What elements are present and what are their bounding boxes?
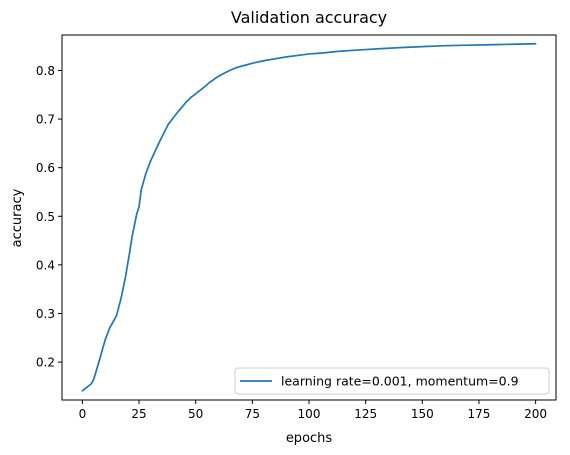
x-tick-label: 200 [524,407,547,421]
x-tick-label: 150 [411,407,434,421]
series-line [81,42,537,392]
y-tick-label: 0.8 [36,64,55,78]
x-axis: 0 25 50 75 100 125 150 175 200 [79,400,547,421]
y-axis: 0.2 0.3 0.4 0.5 0.6 0.7 0.8 [36,64,62,370]
x-tick-label: 50 [188,407,203,421]
y-tick-label: 0.7 [36,113,55,127]
chart-title: Validation accuracy [231,8,387,27]
legend: learning rate=0.001, momentum=0.9 [234,367,550,395]
legend-box [234,367,550,395]
y-tick-label: 0.6 [36,161,55,175]
legend-entry-label: learning rate=0.001, momentum=0.9 [281,374,519,389]
y-axis-label: accuracy [10,188,25,247]
plot-area [81,42,537,392]
x-tick-label: 0 [79,407,87,421]
x-tick-label: 175 [468,407,491,421]
x-tick-label: 25 [131,407,146,421]
x-tick-label: 75 [245,407,260,421]
y-tick-label: 0.4 [36,258,55,272]
y-tick-label: 0.3 [36,307,55,321]
x-tick-label: 100 [298,407,321,421]
y-tick-label: 0.5 [36,210,55,224]
y-tick-label: 0.2 [36,356,55,370]
x-tick-label: 125 [354,407,377,421]
x-axis-label: epochs [286,431,333,446]
